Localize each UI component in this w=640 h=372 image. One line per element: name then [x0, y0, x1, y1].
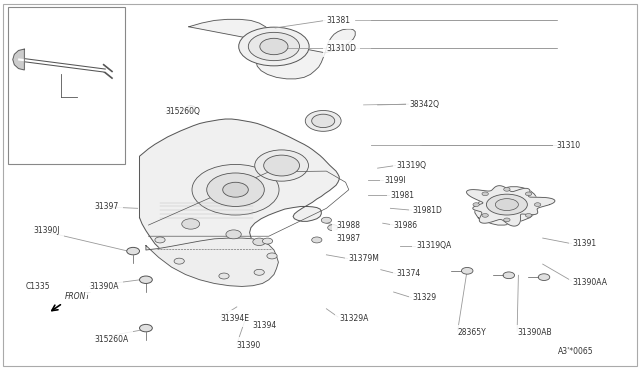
Ellipse shape	[182, 219, 200, 229]
Ellipse shape	[223, 182, 248, 197]
Ellipse shape	[525, 214, 532, 217]
Polygon shape	[189, 19, 355, 79]
Ellipse shape	[207, 173, 264, 206]
Text: 31381: 31381	[326, 16, 351, 25]
Polygon shape	[13, 49, 24, 70]
Text: 31374: 31374	[397, 269, 421, 278]
Ellipse shape	[140, 276, 152, 283]
Ellipse shape	[255, 150, 308, 181]
Text: 38342Q: 38342Q	[410, 100, 440, 109]
Ellipse shape	[262, 238, 273, 244]
Ellipse shape	[127, 247, 140, 255]
Ellipse shape	[504, 187, 510, 191]
Text: 31988: 31988	[336, 221, 360, 230]
Text: 31394: 31394	[253, 321, 277, 330]
Text: FRONT: FRONT	[65, 292, 92, 301]
Ellipse shape	[312, 237, 322, 243]
Ellipse shape	[312, 114, 335, 128]
Ellipse shape	[538, 274, 550, 280]
Text: 31981D: 31981D	[413, 206, 443, 215]
Text: 31319QA: 31319QA	[416, 241, 451, 250]
Ellipse shape	[253, 238, 266, 246]
Bar	[8, 7, 125, 164]
Text: 31319Q: 31319Q	[397, 161, 427, 170]
Polygon shape	[475, 187, 539, 225]
Ellipse shape	[503, 272, 515, 279]
Ellipse shape	[495, 199, 518, 211]
Ellipse shape	[534, 203, 541, 206]
Ellipse shape	[219, 273, 229, 279]
Text: 31310D: 31310D	[326, 44, 356, 53]
Ellipse shape	[140, 324, 152, 332]
Ellipse shape	[525, 192, 532, 196]
Ellipse shape	[155, 237, 165, 243]
Ellipse shape	[239, 27, 309, 66]
Ellipse shape	[186, 106, 196, 112]
Text: 31390A: 31390A	[90, 282, 119, 291]
Text: 31986: 31986	[394, 221, 418, 230]
Ellipse shape	[226, 230, 241, 239]
Text: C1335: C1335	[26, 282, 51, 291]
Ellipse shape	[192, 164, 279, 215]
Text: 31390AB: 31390AB	[517, 328, 552, 337]
Text: 31390: 31390	[237, 341, 261, 350]
Ellipse shape	[174, 258, 184, 264]
Ellipse shape	[254, 269, 264, 275]
Text: 315260Q: 315260Q	[165, 107, 200, 116]
Text: 31987: 31987	[336, 234, 360, 243]
Ellipse shape	[264, 155, 300, 176]
Text: 31397: 31397	[95, 202, 119, 211]
Polygon shape	[146, 238, 278, 286]
Text: 31379M: 31379M	[349, 254, 380, 263]
Ellipse shape	[260, 38, 288, 55]
Ellipse shape	[473, 203, 479, 206]
Polygon shape	[140, 119, 339, 276]
Ellipse shape	[305, 110, 341, 131]
Ellipse shape	[267, 253, 277, 259]
Ellipse shape	[482, 192, 488, 196]
Polygon shape	[467, 186, 555, 226]
Text: 31394E: 31394E	[221, 314, 250, 323]
Text: 28365Y: 28365Y	[458, 328, 486, 337]
Text: 31390J: 31390J	[33, 226, 60, 235]
Ellipse shape	[321, 217, 332, 223]
Ellipse shape	[482, 214, 488, 217]
Ellipse shape	[248, 32, 300, 61]
Text: 31390AA: 31390AA	[573, 278, 608, 287]
Text: 31329: 31329	[413, 293, 437, 302]
Text: 31329A: 31329A	[339, 314, 369, 323]
Text: 31310: 31310	[557, 141, 581, 150]
Text: 315260A: 315260A	[95, 335, 129, 344]
Ellipse shape	[486, 194, 527, 215]
Ellipse shape	[328, 225, 338, 231]
Text: 31981: 31981	[390, 191, 415, 200]
Ellipse shape	[504, 218, 510, 222]
Text: 31391: 31391	[573, 239, 597, 248]
Ellipse shape	[461, 267, 473, 274]
Text: 3199I: 3199I	[384, 176, 406, 185]
Text: A3'*0065: A3'*0065	[558, 347, 594, 356]
